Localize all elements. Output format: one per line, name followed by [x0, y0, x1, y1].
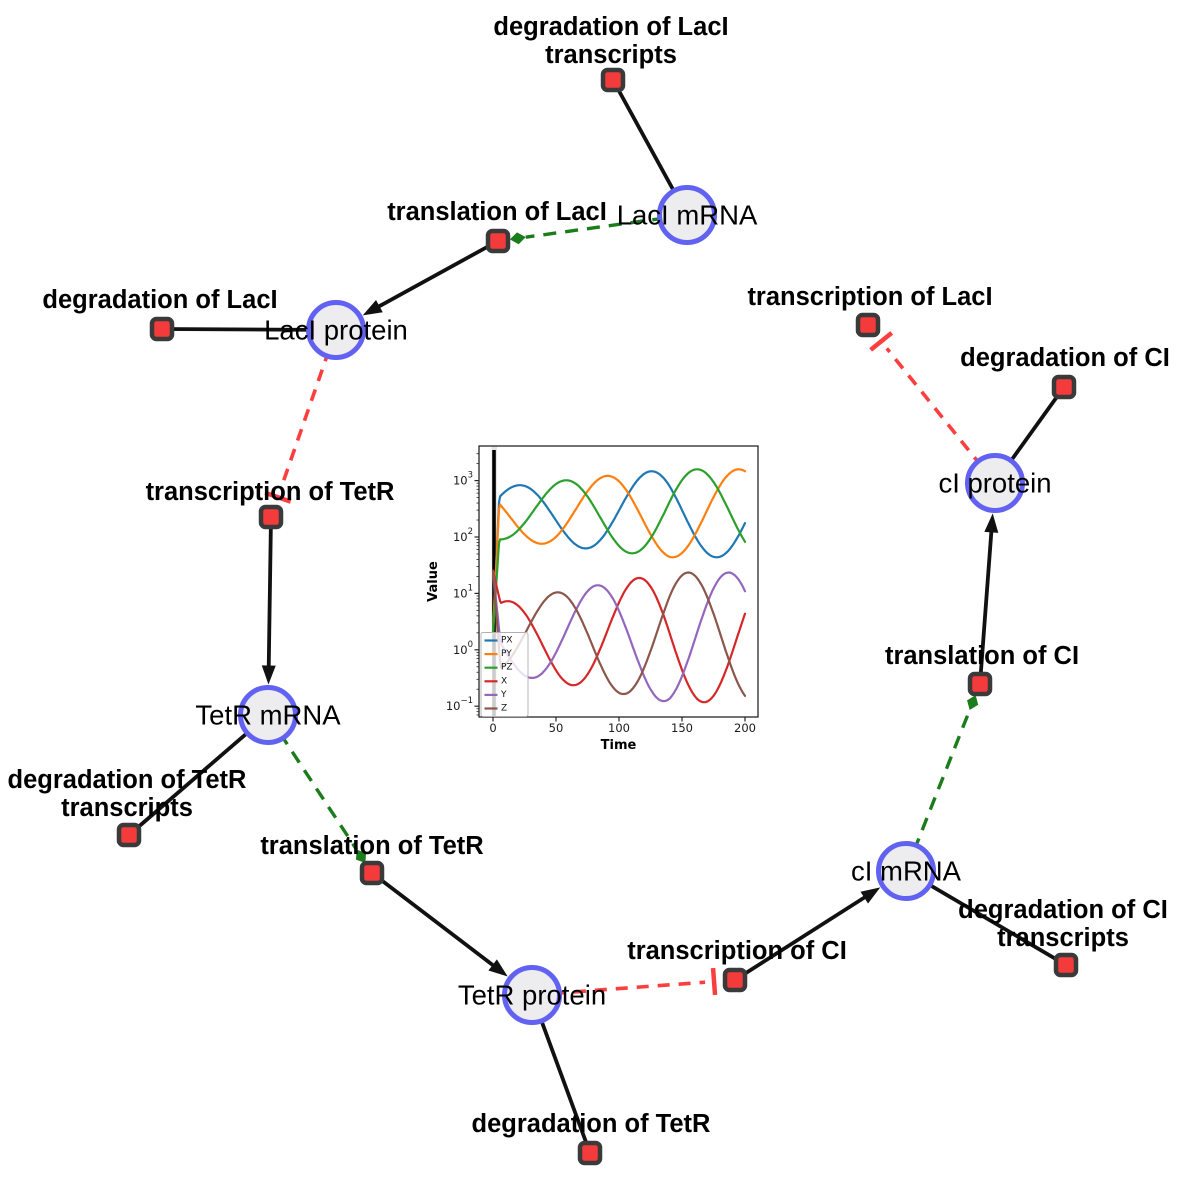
reaction-label-tx-laci: transcription of LacI — [747, 283, 992, 311]
tbar-inhibition-icon — [264, 490, 292, 504]
arrowhead-icon — [261, 665, 276, 685]
inset-plot: 0 50 100 150 20010310210110010−1TimeValuePXP… — [426, 445, 759, 753]
reaction-label-tx-ci: transcription of CI — [627, 937, 847, 965]
y-tick-label: 101 — [453, 583, 473, 600]
series-line-PX — [491, 470, 747, 634]
y-tick-label: 100 — [453, 640, 473, 657]
reaction-node-transl-tetr[interactable] — [359, 860, 385, 886]
series-line-PY — [491, 468, 747, 634]
reaction-node-transl-laci[interactable] — [485, 228, 511, 254]
species-node-ci-mrna[interactable] — [876, 841, 936, 901]
legend-label-PZ: PZ — [501, 663, 513, 673]
species-label-laci-protein: LacI protein — [264, 315, 408, 346]
legend-label-Y: Y — [500, 690, 507, 700]
nodes-layer — [116, 67, 1079, 1166]
arrowhead-icon — [362, 300, 383, 316]
edge-production-tx-ci-ci-mrna[interactable] — [733, 887, 881, 982]
reaction-label-transl-ci: translation of CI — [885, 642, 1079, 670]
series-lines — [491, 468, 747, 704]
reaction-label-deg-laci-tx: transcripts — [545, 41, 677, 69]
legend-label-X: X — [501, 676, 507, 686]
edge-consumption-ci-mrna-deg-ci-tx[interactable] — [905, 869, 1067, 967]
diamond-modifier-icon — [355, 849, 367, 863]
reaction-label-transl-tetr: translation of TetR — [260, 832, 483, 860]
arrowhead-icon — [488, 959, 508, 977]
series-line-PZ — [491, 468, 747, 634]
reaction-node-deg-laci-tx[interactable] — [600, 67, 626, 93]
x-axis-label: Time — [601, 738, 637, 753]
species-label-laci-mrna: LacI mRNA — [617, 200, 758, 231]
diamond-modifier-icon — [509, 232, 526, 245]
reaction-label-deg-ci-tx: degradation of CI — [958, 896, 1168, 924]
reaction-label-deg-tetr: degradation of TetR — [472, 1110, 711, 1138]
reaction-node-deg-tetr[interactable] — [577, 1140, 603, 1166]
edge-consumption-tetr-mrna-deg-tetr-tx[interactable] — [127, 713, 270, 837]
reaction-label-deg-laci-tx: degradation of LacI — [493, 13, 728, 41]
x-tick-label: 0 — [489, 721, 496, 735]
reaction-label-tx-tetr: transcription of TetR — [146, 478, 395, 506]
series-line-X — [491, 569, 747, 704]
reaction-label-deg-tetr-tx: transcripts — [61, 794, 193, 822]
series-line-Z — [491, 569, 747, 697]
species-label-tetr-protein: TetR protein — [458, 980, 606, 1011]
diamond-modifier-icon — [967, 695, 979, 711]
reaction-node-transl-ci[interactable] — [967, 671, 993, 697]
x-tick-label: 200 — [734, 721, 756, 735]
reaction-node-tx-ci[interactable] — [722, 967, 748, 993]
y-tick-label: 10−1 — [446, 696, 473, 713]
reaction-label-deg-ci-tx: transcripts — [997, 924, 1129, 952]
reaction-node-tx-tetr[interactable] — [258, 504, 284, 530]
x-tick-label: 100 — [608, 721, 630, 735]
species-node-tetr-mrna[interactable] — [238, 685, 298, 745]
reaction-node-deg-tetr-tx[interactable] — [116, 822, 142, 848]
species-label-tetr-mrna: TetR mRNA — [195, 700, 341, 731]
species-node-tetr-protein[interactable] — [502, 965, 562, 1025]
x-tick-label: 50 — [549, 721, 564, 735]
labels-layer: LacI mRNA LacI protein TetR mRNA TetR prote… — [8, 13, 1170, 1138]
tbar-inhibition-icon — [869, 331, 894, 352]
species-label-ci-protein: cI protein — [938, 468, 1051, 499]
tbar-inhibition-icon — [710, 967, 718, 996]
legend: PX PY PZ XYZ — [480, 632, 529, 717]
reaction-node-deg-laci[interactable] — [149, 316, 175, 342]
species-node-laci-mrna[interactable] — [657, 185, 717, 245]
reaction-node-deg-ci[interactable] — [1051, 374, 1077, 400]
edge-production-transl-ci-ci-protein[interactable] — [978, 513, 999, 685]
edge-production-tx-tetr-tetr-mrna[interactable] — [261, 516, 276, 685]
edge-production-transl-laci-laci-protein[interactable] — [362, 239, 499, 316]
legend-label-PY: PY — [501, 649, 512, 659]
species-node-laci-protein[interactable] — [306, 300, 366, 360]
reaction-label-deg-laci: degradation of LacI — [42, 286, 277, 314]
reaction-label-deg-tetr-tx: degradation of TetR — [8, 766, 247, 794]
species-node-ci-protein[interactable] — [965, 453, 1025, 513]
reaction-label-deg-ci: degradation of CI — [960, 344, 1170, 372]
reaction-node-deg-ci-tx[interactable] — [1053, 952, 1079, 978]
y-axis-label: Value — [426, 561, 441, 602]
legend-label-Z: Z — [501, 704, 507, 714]
y-tick-label: 103 — [453, 471, 473, 488]
arrowhead-icon — [984, 513, 999, 533]
y-tick-label: 102 — [453, 527, 473, 544]
arrowhead-icon — [860, 887, 881, 904]
series-line-Y — [491, 569, 747, 703]
species-label-ci-mrna: cI mRNA — [851, 856, 962, 887]
reaction-node-tx-laci[interactable] — [855, 312, 881, 338]
reaction-label-transl-laci: translation of LacI — [387, 198, 607, 226]
legend-label-PX: PX — [501, 636, 513, 646]
x-tick-label: 150 — [671, 721, 693, 735]
edge-production-transl-tetr-tetr-protein[interactable] — [370, 871, 508, 977]
